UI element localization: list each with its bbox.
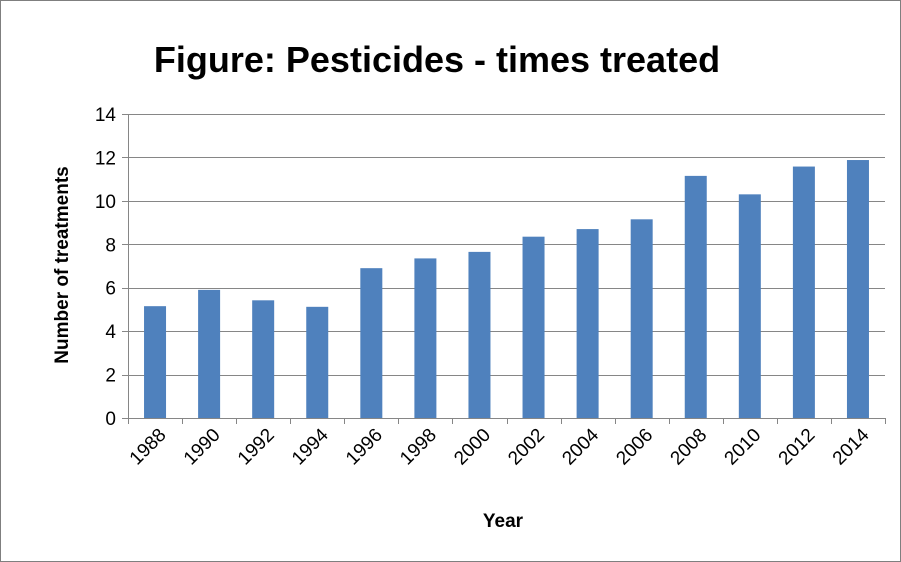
bar-1998 (414, 258, 437, 418)
bar-2004 (576, 229, 599, 418)
chart-title: Figure: Pesticides - times treated (154, 39, 720, 80)
y-tick-label: 14 (95, 105, 117, 126)
bar-1990 (198, 289, 221, 418)
y-tick-label: 4 (105, 322, 116, 343)
y-axis-title: Number of treatments (52, 166, 73, 363)
y-tick-label: 10 (95, 192, 116, 213)
y-tick-label: 2 (105, 366, 116, 387)
y-tick-label: 12 (95, 148, 116, 169)
bar-2014 (846, 160, 869, 418)
bars (144, 160, 869, 418)
x-axis-title: Year (483, 511, 524, 532)
bar-1994 (306, 306, 329, 418)
bar-1992 (252, 300, 275, 418)
y-tick-label: 0 (105, 409, 116, 430)
y-tick-label: 8 (105, 235, 116, 256)
bar-2006 (630, 219, 653, 418)
y-tick-label: 6 (105, 279, 116, 300)
bar-1988 (144, 306, 167, 418)
y-tick-labels: 0 2 4 6 8 10 12 14 (95, 105, 117, 430)
axes (122, 114, 886, 424)
bar-2012 (792, 166, 815, 418)
bar-2000 (468, 251, 491, 418)
bar-2008 (684, 175, 707, 418)
bar-1996 (360, 268, 383, 418)
bar-2002 (522, 236, 545, 418)
bar-2010 (738, 194, 761, 418)
